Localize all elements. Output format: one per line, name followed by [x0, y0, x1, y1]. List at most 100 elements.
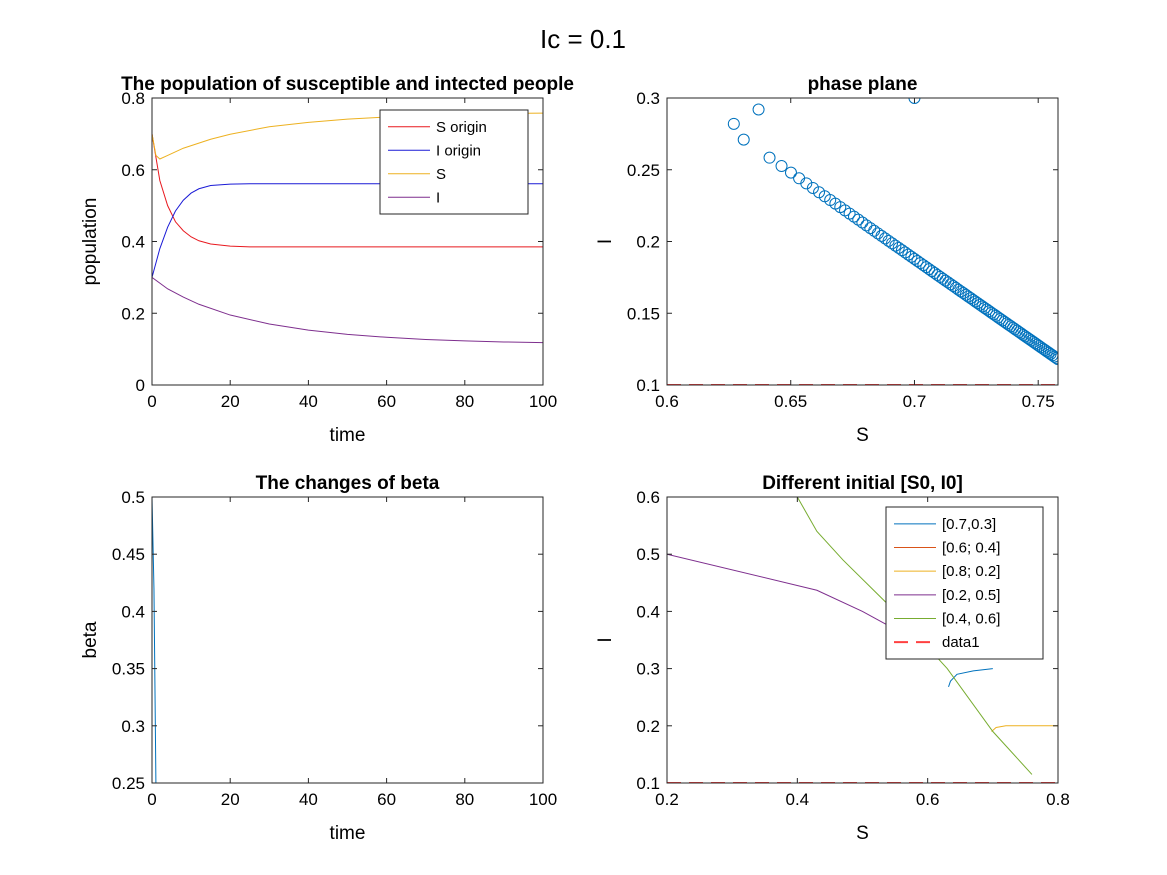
scatter-point: [852, 213, 865, 226]
legend-label: S origin: [436, 119, 487, 136]
axes-box: [666, 97, 1059, 386]
scatter-point: [1019, 330, 1032, 343]
x-tick-label: 0.2: [655, 790, 679, 809]
axes-title: Different initial [S0, I0]: [762, 473, 963, 494]
legend-label: I origin: [436, 142, 481, 159]
y-tick-label: 0.4: [121, 602, 145, 621]
scatter-point: [899, 246, 912, 259]
plot-area: [152, 497, 543, 783]
scatter-point: [892, 241, 905, 254]
scatter-point: [992, 311, 1005, 324]
scatter-point: [806, 181, 819, 194]
scatter-point: [847, 210, 860, 223]
y-tick-label: 0.45: [112, 545, 145, 564]
phase-plane-axes: 0.6 0.65 0.7 0.75 0.1 0.15 0.2 0.25 0.3 phase pla…: [595, 74, 1059, 446]
scatter-point: [1048, 350, 1058, 363]
y-axis-label: population: [80, 198, 101, 286]
y-axis-label: beta: [80, 621, 101, 658]
axes-box: [666, 496, 1059, 784]
x-tick-label: 0: [147, 790, 156, 809]
scatter-point: [860, 219, 873, 232]
scatter-point: [996, 314, 1009, 327]
x-tick-label: 0.4: [786, 790, 810, 809]
legend-label: [0.6; 0.4]: [942, 540, 1000, 557]
y-tick-label: 0.15: [627, 304, 660, 323]
scatter-point: [737, 133, 750, 146]
initial-conditions-axes: 0.2 0.4 0.6 0.80.10.20.30.40.50.6Different …: [595, 473, 1070, 844]
y-tick-label: 0.2: [636, 233, 660, 252]
scatter-point: [1017, 328, 1030, 341]
legend-box: [885, 506, 1044, 660]
axes-title: phase plane: [808, 74, 918, 95]
x-tick-label: 0.7: [903, 392, 927, 411]
scatter-point: [908, 98, 921, 104]
scatter-point: [868, 224, 881, 237]
x-tick-label: 0.8: [1046, 790, 1070, 809]
x-tick-label: 20: [221, 392, 240, 411]
y-tick-label: 0.35: [112, 660, 145, 679]
y-tick-label: 0.5: [121, 488, 145, 507]
scatter-point: [1004, 320, 1017, 333]
series-line: [152, 497, 543, 783]
y-axis-label: I: [595, 637, 616, 642]
x-tick-label: 0.75: [1022, 392, 1055, 411]
beta-axes: 0 20 40 60 80 100 0.25 0.3 0.35 0.4 0.45 0.5 The cha…: [80, 473, 557, 844]
scatter-point: [727, 117, 740, 130]
y-tick-label: 0.1: [636, 774, 660, 793]
axes-box: [151, 496, 544, 784]
scatter-point: [902, 248, 915, 261]
scatter-point: [895, 244, 908, 257]
axes-title: The changes of beta: [256, 473, 440, 494]
scatter-point: [752, 103, 765, 116]
series-line: [991, 725, 1058, 732]
legend: S origin I origin SI: [379, 109, 529, 215]
legend-label: [0.4, 0.6]: [942, 611, 1000, 628]
y-axis-label: I: [595, 239, 616, 244]
x-axis-label: S: [856, 425, 869, 446]
x-tick-label: 40: [299, 790, 318, 809]
x-axis-label: S: [856, 823, 869, 844]
scatter-point: [994, 312, 1007, 325]
y-tick-label: 0.6: [636, 488, 660, 507]
x-tick-label: 100: [529, 790, 557, 809]
scatter-point: [911, 254, 924, 267]
legend: [0.7,0.3] [0.6; 0.4] [0.8; 0.2] [0.2, 0.5] […: [885, 506, 1044, 660]
scatter-point: [1013, 326, 1026, 339]
scatter-point: [1050, 351, 1058, 364]
series-line: [667, 553, 889, 627]
scatter-point: [1002, 318, 1015, 331]
scatter-point: [856, 216, 869, 229]
x-tick-label: 0.65: [774, 392, 807, 411]
x-tick-label: 0.6: [655, 392, 679, 411]
scatter-point: [784, 166, 797, 179]
scatter-point: [800, 177, 813, 190]
x-tick-label: 80: [455, 392, 474, 411]
y-tick-label: 0.25: [112, 774, 145, 793]
scatter-point: [886, 237, 899, 250]
scatter-point: [882, 234, 895, 247]
y-tick-label: 0.1: [636, 376, 660, 395]
x-tick-label: 20: [221, 790, 240, 809]
x-tick-label: 0: [147, 392, 156, 411]
scatter-point: [793, 172, 806, 185]
axes-title: The population of susceptible and intect…: [121, 74, 574, 95]
scatter-point: [1052, 353, 1058, 366]
legend-box: [379, 109, 529, 215]
plot-area: [152, 112, 543, 344]
legend-label: I: [436, 189, 440, 206]
y-tick-label: 0.2: [121, 304, 145, 323]
scatter-point: [1009, 323, 1022, 336]
series-line: [948, 668, 993, 688]
scatter-point: [1007, 321, 1020, 334]
scatter-point: [989, 309, 1002, 322]
x-tick-label: 100: [529, 392, 557, 411]
y-tick-label: 0.2: [636, 717, 660, 736]
y-tick-label: 0.3: [121, 717, 145, 736]
series-line: [152, 183, 543, 278]
x-tick-label: 40: [299, 392, 318, 411]
legend-label: S: [436, 166, 446, 183]
y-tick-label: 0.5: [636, 545, 660, 564]
scatter-point: [864, 222, 877, 235]
